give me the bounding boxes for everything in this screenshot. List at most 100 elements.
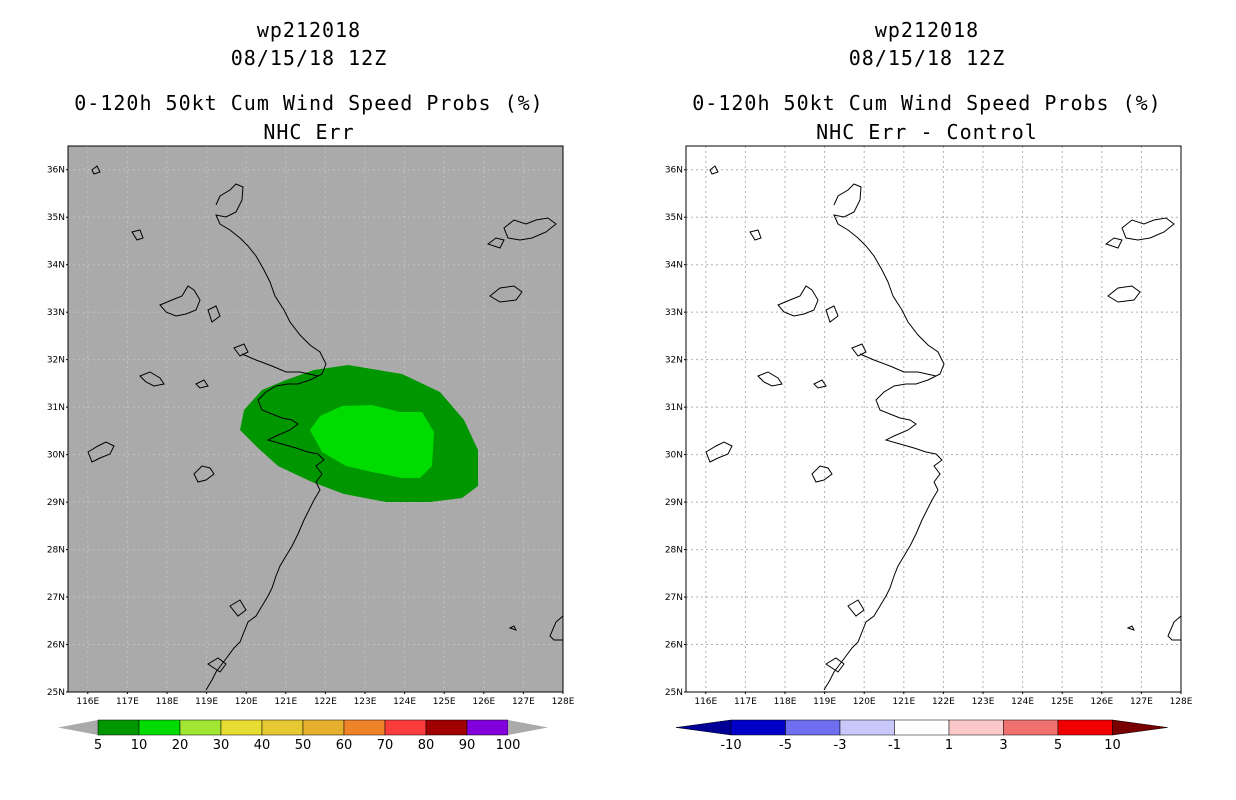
lon-tick-label: 117E — [116, 697, 139, 707]
colorbar-label: 10 — [131, 738, 148, 753]
island-outline — [87, 441, 115, 463]
island-outline — [486, 237, 505, 249]
colorbar-label: -10 — [720, 738, 741, 753]
island-outline — [825, 305, 839, 323]
lon-tick-label: 123E — [354, 697, 377, 707]
island-outline — [131, 229, 144, 241]
lon-tick-label: 128E — [552, 697, 575, 707]
colorbar: -10 -5 -3 -1 1 3 5 10 — [675, 719, 1168, 753]
island-outline — [193, 465, 215, 483]
lon-tick-label: 118E — [156, 697, 179, 707]
product-title: 0-120h 50kt Cum Wind Speed Probs (%) — [692, 91, 1162, 115]
colorbar-segment — [466, 719, 509, 736]
lon-tick-label: 116E — [694, 697, 717, 707]
colorbar-low-arrow — [58, 720, 98, 735]
colorbar-segment — [425, 719, 468, 736]
colorbar-label: 80 — [418, 738, 435, 753]
lon-tick-label: 124E — [1011, 697, 1034, 707]
lat-tick-label: 26N — [47, 641, 65, 651]
colorbar-segment — [730, 719, 786, 736]
lat-tick-label: 30N — [47, 451, 65, 461]
lon-tick-label: 119E — [813, 697, 836, 707]
map-frame — [67, 145, 564, 693]
lat-tick-label: 34N — [665, 261, 683, 271]
colorbar-label: -3 — [834, 738, 847, 753]
lon-tick-label: 121E — [892, 697, 915, 707]
island-outline — [159, 285, 201, 317]
lat-tick-label: 35N — [665, 213, 683, 223]
colorbar-segment — [384, 719, 427, 736]
lat-tick-label: 33N — [665, 308, 683, 318]
lon-tick-label: 119E — [195, 697, 218, 707]
island-outline — [139, 371, 165, 387]
lat-tick-label: 29N — [47, 498, 65, 508]
panel-subtitle: NHC Err — [263, 120, 355, 144]
storm-id: wp212018 — [874, 18, 980, 42]
colorbar-label: 3 — [999, 738, 1007, 753]
island-outline — [195, 379, 209, 389]
island-outline — [1126, 625, 1135, 631]
map-background — [686, 146, 1181, 692]
map-nhc-err: 36N 35N 34N 33N 32N 31N 30N 29N 28N 27N 26N 25N 116E… — [47, 145, 575, 753]
lon-tick-label: 125E — [1051, 697, 1074, 707]
lat-tick-label: 28N — [47, 546, 65, 556]
lat-tick-label: 31N — [47, 403, 65, 413]
island-outline — [91, 165, 101, 175]
colorbar-segment — [97, 719, 140, 736]
panel-subtitle: NHC Err - Control — [816, 120, 1038, 144]
lon-tick-label: 127E — [512, 697, 535, 707]
colorbar-label: 50 — [295, 738, 312, 753]
lon-tick-label: 128E — [1170, 697, 1193, 707]
lat-tick-label: 36N — [47, 166, 65, 176]
island-outline — [229, 599, 247, 617]
colorbar-label: 90 — [459, 738, 476, 753]
lat-tick-label: 25N — [665, 688, 683, 698]
island-outline — [1121, 217, 1175, 241]
lon-tick-label: 125E — [433, 697, 456, 707]
map-frame — [685, 145, 1182, 693]
colorbar-label: 5 — [94, 738, 102, 753]
lon-tick-label: 116E — [76, 697, 99, 707]
colorbar-label: -5 — [779, 738, 792, 753]
lat-tick-label: 35N — [47, 213, 65, 223]
island-outline — [1107, 285, 1141, 303]
left-panel: wp212018 08/15/18 12Z 0-120h 50kt Cum Wi… — [47, 18, 575, 753]
lat-tick-label: 25N — [47, 688, 65, 698]
coastlines — [87, 165, 564, 691]
lon-tick-label: 121E — [274, 697, 297, 707]
island-outline — [705, 441, 733, 463]
colorbar-label: 100 — [496, 738, 521, 753]
island-outline — [503, 217, 557, 241]
lon-tick-label: 120E — [235, 697, 258, 707]
island-outline — [489, 285, 523, 303]
mainland-coastline — [205, 183, 327, 691]
lon-tick-label: 117E — [734, 697, 757, 707]
colorbar-label: 60 — [336, 738, 353, 753]
lon-tick-label: 126E — [1090, 697, 1113, 707]
lat-tick-label: 27N — [47, 593, 65, 603]
island-outline — [811, 465, 833, 483]
lat-tick-label: 30N — [665, 451, 683, 461]
colorbar-segment — [302, 719, 345, 736]
colorbar-label: 20 — [172, 738, 189, 753]
colorbar-segment — [220, 719, 263, 736]
island-outline — [813, 379, 827, 389]
lat-tick-label: 33N — [47, 308, 65, 318]
datetime: 08/15/18 12Z — [848, 46, 1006, 70]
prob-band-10-20 — [310, 405, 434, 478]
lat-tick-label: 27N — [665, 593, 683, 603]
lon-tick-label: 126E — [472, 697, 495, 707]
lat-tick-label: 31N — [665, 403, 683, 413]
colorbar-label: 40 — [254, 738, 271, 753]
colorbar-segment — [839, 719, 895, 736]
colorbar-segment — [948, 719, 1004, 736]
island-outline — [749, 229, 762, 241]
island-outline — [825, 657, 845, 673]
colorbar-low-arrow — [675, 719, 732, 736]
island-outline — [508, 625, 517, 631]
colorbar-segment — [1003, 719, 1059, 736]
colorbar-segment — [343, 719, 386, 736]
right-panel: wp212018 08/15/18 12Z 0-120h 50kt Cum Wi… — [618, 0, 1236, 800]
colorbar: 5 10 20 30 40 50 60 70 80 90 100 — [58, 719, 548, 753]
colorbar-label: 1 — [945, 738, 953, 753]
